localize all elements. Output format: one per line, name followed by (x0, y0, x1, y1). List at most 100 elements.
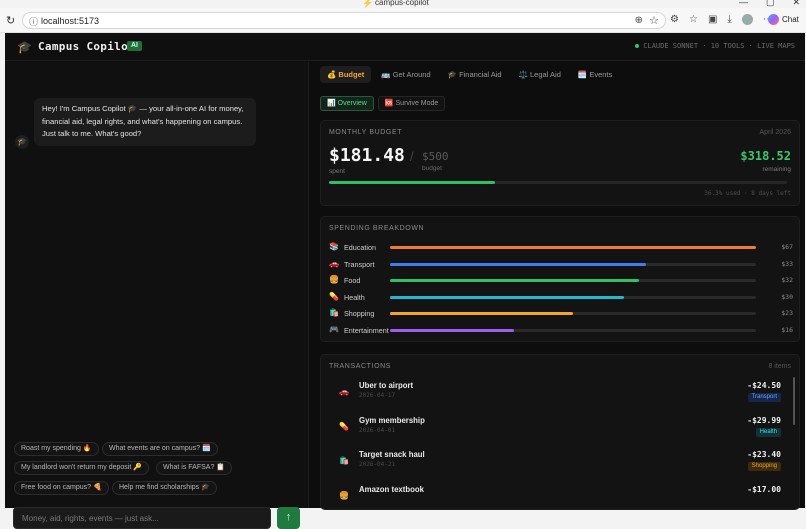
toolbar-icons: ⚙ ☆ ▣ ⤓ ⋯ (670, 14, 773, 25)
minimize-icon[interactable]: — (738, 0, 748, 7)
transaction-name: Amazon textbook (359, 484, 424, 494)
zoom-icon[interactable]: ⊕ (634, 15, 643, 26)
transaction-amount: -$17.00 (747, 484, 781, 494)
copilot-icon (768, 14, 779, 25)
transaction-row[interactable]: 💊 Gym membership 2026-04-01 -$29.99 Health (329, 414, 785, 446)
close-icon[interactable]: ✕ (792, 0, 800, 7)
category-name: Food (344, 276, 361, 285)
transactions-card-title: TRANSACTIONS (329, 363, 392, 370)
address-bar[interactable]: ⓘ localhost:5173 ⊕ ☆ (22, 12, 666, 29)
transaction-category-badge: Shopping (747, 462, 781, 471)
category-name: Education (344, 243, 376, 252)
transaction-icon: 🛍️ (339, 456, 349, 465)
sub-tabs: 📊 Overview 🆘 Survive Mode (320, 96, 446, 111)
remaining-amount: $318.52 (740, 149, 791, 163)
suggestion-chip[interactable]: Roast my spending 🔥 (14, 442, 99, 456)
category-bar-track (390, 328, 756, 332)
category-name: Entertainment (344, 325, 389, 335)
category-bar-fill (390, 279, 639, 282)
app-title: Campus Copilot (38, 40, 135, 53)
suggestion-chip[interactable]: Help me find scholarships 🎓 (112, 481, 217, 495)
window-controls: — ▢ ✕ (739, 0, 800, 8)
browser-titlebar: ⚡ campus-copilot — ▢ ✕ (0, 0, 806, 8)
spent-amount: $181.48 (329, 145, 405, 166)
spending-breakdown-card: SPENDING BREAKDOWN 📚 Education $67 🚗 Transpo… (320, 216, 800, 342)
category-amount: $33 (781, 259, 793, 268)
monthly-budget-card: MONTHLY BUDGET April 2026 $181.48 / $500… (320, 120, 800, 206)
budget-card-title: MONTHLY BUDGET (329, 129, 403, 136)
category-icon: 📚 (329, 242, 339, 251)
transaction-category-badge: Health (755, 427, 781, 437)
browser-tab[interactable]: ⚡ campus-copilot (362, 0, 429, 7)
transactions-count: 8 items (768, 363, 791, 370)
transaction-icon: 🚗 (339, 387, 349, 396)
tab-legal-aid[interactable]: ⚖️ Legal Aid (518, 70, 561, 79)
tab-financial-aid[interactable]: 🎓 Financial Aid (447, 70, 502, 79)
suggestion-chip[interactable]: What events are on campus? 🗓️ (102, 442, 218, 456)
transaction-date: 2026-04-21 (359, 461, 396, 468)
send-button[interactable]: ↑ (277, 507, 300, 529)
collections-icon[interactable]: ▣ (707, 14, 718, 25)
transaction-amount: -$23.40 (747, 450, 781, 459)
transaction-category-badge: Transport (747, 393, 781, 402)
category-bar-track (390, 279, 756, 282)
browser-toolbar: ↻ ⓘ localhost:5173 ⊕ ☆ ⚙ ☆ ▣ ⤓ ⋯ Chat (0, 8, 806, 33)
category-icon: 💊 (329, 291, 339, 301)
site-info-icon[interactable]: ⓘ (29, 17, 39, 27)
chat-composer (13, 507, 271, 529)
budget-progress-fill (329, 181, 496, 184)
status-dot-icon (635, 44, 640, 48)
more-menu-icon[interactable]: ⋯ (763, 14, 773, 25)
chat-input[interactable] (14, 508, 270, 529)
category-amount: $23 (781, 309, 793, 317)
transaction-icon: 🍔 (339, 490, 349, 500)
main-tabs: 💰 Budget 🚌 Get Around 🎓 Financial Aid ⚖️… (320, 66, 619, 83)
breakdown-row: 💊 Health $30 (329, 292, 793, 304)
suggestion-chip[interactable]: What is FAFSA? 📋 (156, 461, 233, 475)
transaction-name: Uber to airport (359, 381, 414, 390)
transaction-name: Gym membership (359, 415, 425, 425)
transactions-scrollbar[interactable] (793, 377, 795, 425)
category-icon: 🛍️ (329, 308, 339, 317)
address-url[interactable]: localhost:5173 (41, 16, 100, 26)
category-icon: 🚗 (329, 258, 339, 268)
copilot-chat-label: Chat (782, 15, 799, 24)
tab-events[interactable]: 🗓️ Events (577, 70, 613, 79)
vite-logo-icon: ⚡ (362, 0, 374, 8)
extensions-icon[interactable]: ⚙ (670, 14, 679, 25)
browser-tab-title: campus-copilot (375, 0, 429, 7)
budget-amount: $500 (422, 150, 449, 163)
category-bar-fill (390, 262, 647, 266)
transaction-row[interactable]: 🛍️ Target snack haul 2026-04-21 -$23.40 Shop… (329, 448, 785, 480)
profile-avatar[interactable] (741, 14, 753, 25)
reload-icon[interactable]: ↻ (6, 15, 16, 27)
suggestion-chip[interactable]: My landlord won't return my deposit 🔑 (14, 461, 149, 475)
category-name: Health (344, 292, 365, 302)
category-name: Transport (344, 259, 375, 269)
transaction-date: 2026-04-17 (359, 392, 396, 399)
copilot-chat-button[interactable]: Chat (768, 14, 799, 25)
category-icon: 🍔 (329, 275, 339, 284)
subtab-survive-mode[interactable]: 🆘 Survive Mode (377, 96, 446, 111)
bookmark-star-icon[interactable]: ☆ (649, 15, 659, 27)
favorites-icon[interactable]: ☆ (688, 14, 698, 25)
category-bar-track (390, 295, 756, 299)
category-bar-fill (390, 328, 515, 332)
category-bar-track (390, 262, 756, 266)
assistant-message: Hey! I'm Campus Copilot 🎓 — your all-in-… (34, 98, 256, 146)
ai-badge: AI (127, 41, 142, 51)
subtab-overview[interactable]: 📊 Overview (320, 96, 374, 111)
downloads-icon[interactable]: ⤓ (727, 14, 732, 25)
maximize-icon[interactable]: ▢ (765, 0, 775, 7)
graduation-cap-icon: 🎓 (17, 40, 32, 54)
suggestion-chip[interactable]: Free food on campus? 🍕 (14, 481, 109, 495)
tab-budget[interactable]: 💰 Budget (320, 66, 372, 83)
budget-progress-bar (329, 181, 787, 184)
app-header: 🎓 Campus Copilot AI CLAUDE SONNET · 10 T… (5, 33, 805, 61)
budget-label: budget (422, 165, 442, 172)
transaction-row[interactable]: 🍔 Amazon textbook -$17.00 (329, 483, 785, 510)
transaction-row[interactable]: 🚗 Uber to airport 2026-04-17 -$24.50 Transpo… (329, 379, 785, 411)
tab-get-around[interactable]: 🚌 Get Around (381, 70, 431, 79)
category-amount: $30 (781, 292, 793, 301)
status-indicator: CLAUDE SONNET · 10 TOOLS · LIVE MAPS (635, 42, 795, 50)
